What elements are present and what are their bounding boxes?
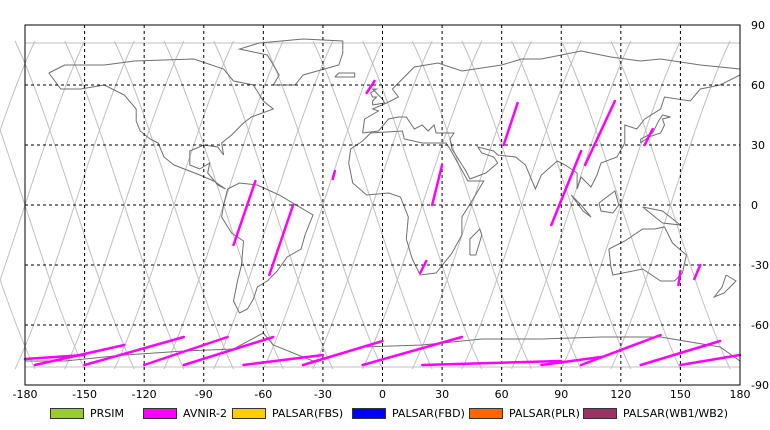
- avnir-swath: [142, 335, 229, 367]
- legend-item: PRSIM: [50, 403, 124, 423]
- legend-label: PALSAR(FBS): [272, 406, 344, 420]
- x-tick-label: 150: [670, 388, 691, 400]
- x-tick-label: 0: [379, 388, 386, 400]
- x-tick-label: 120: [610, 388, 631, 400]
- legend-item: PALSAR(FBS): [232, 403, 343, 423]
- avnir-swath: [679, 353, 742, 367]
- avnir-swath: [232, 179, 257, 247]
- avnir-swath: [583, 99, 617, 167]
- avnir-swath: [182, 335, 275, 367]
- x-tick-label: -90: [195, 388, 213, 400]
- avnir-swath: [365, 79, 376, 95]
- legend-swatch: [143, 407, 177, 419]
- coastline-sumatra: [570, 194, 592, 218]
- x-tick-label: -30: [314, 388, 332, 400]
- legend-item: AVNIR-2: [143, 403, 227, 423]
- avnir-swath: [579, 333, 662, 367]
- orbit-track: [312, 40, 433, 370]
- coastline-madagascar: [469, 228, 483, 256]
- coastline-australia: [608, 226, 687, 282]
- map-background: [0, 0, 770, 400]
- coastline-iceland: [334, 72, 356, 78]
- orbit-track: [610, 40, 731, 370]
- legend-swatch: [50, 407, 84, 419]
- avnir-swath: [677, 269, 682, 287]
- avnir-swath: [502, 101, 519, 147]
- coastline-north-america: [48, 58, 275, 190]
- x-tick-label: 30: [435, 388, 449, 400]
- y-tick-label: -90: [751, 379, 769, 392]
- orbit-track: [113, 40, 234, 370]
- y-tick-label: 0: [751, 199, 758, 212]
- y-tick-label: 60: [751, 79, 765, 92]
- avnir-swath: [33, 343, 126, 367]
- legend-label: PALSAR(FBD): [392, 406, 465, 420]
- orbit-track: [0, 40, 36, 133]
- avnir-swath: [540, 355, 603, 367]
- y-tick-label: -30: [751, 259, 769, 272]
- x-tick-label: 60: [495, 388, 509, 400]
- x-tick-label: -60: [254, 388, 272, 400]
- y-tick-label: 30: [751, 139, 765, 152]
- avnir-swath: [331, 169, 337, 181]
- y-tick-label: 90: [751, 19, 765, 32]
- tick-labels: -180 -150 -120 -90 -60 -30 0 30 60 90 120 150 180 90 6…: [13, 19, 769, 400]
- x-tick-label: -180: [13, 388, 38, 400]
- avnir-swath: [361, 335, 464, 367]
- avnir-swath: [420, 359, 563, 367]
- orbit-track: [461, 40, 582, 370]
- avnir-swath: [301, 339, 384, 367]
- legend-label: PALSAR(PLR): [509, 406, 580, 420]
- avnir-swath: [83, 335, 186, 367]
- x-tick-label: 180: [730, 388, 751, 400]
- avnir-swath: [430, 163, 444, 207]
- avnir-swath: [693, 263, 702, 281]
- coastline-greenland: [237, 38, 344, 86]
- legend-item: PALSAR(FBD): [352, 403, 465, 423]
- avnir-swath: [418, 259, 428, 275]
- legend-swatch: [583, 407, 617, 419]
- avnir-swath: [268, 203, 295, 277]
- legend-swatch: [352, 407, 386, 419]
- avnir-swath: [242, 353, 325, 367]
- x-tick-label: 90: [554, 388, 568, 400]
- legend-label: PRSIM: [90, 406, 124, 420]
- coastline-africa: [348, 130, 485, 276]
- map-chart: -180 -150 -120 -90 -60 -30 0 30 60 90 120 150 180 90 6…: [0, 0, 770, 400]
- coastline-eurasia: [362, 50, 741, 191]
- x-tick-label: -120: [132, 388, 157, 400]
- legend-label: AVNIR-2: [183, 406, 227, 420]
- avnir-swath: [643, 127, 654, 147]
- legend: PRSIM AVNIR-2 PALSAR(FBS) PALSAR(FBD) PALSAR…: [0, 403, 770, 423]
- orbit-track: [0, 277, 36, 370]
- graticule: [25, 25, 740, 385]
- coastline-new-zealand: [712, 274, 737, 299]
- coastline-borneo: [598, 190, 620, 214]
- coastline-uk: [369, 88, 386, 106]
- avnir-observations: [23, 79, 742, 367]
- legend-item: PALSAR(WB1/WB2): [583, 403, 728, 423]
- map-frame: [24, 24, 741, 386]
- legend-swatch: [469, 407, 503, 419]
- y-tick-label: -60: [751, 319, 769, 332]
- legend-swatch: [232, 407, 266, 419]
- avnir-swath: [550, 149, 583, 227]
- x-tick-label: -150: [72, 388, 97, 400]
- avnir-swath: [639, 339, 722, 367]
- legend-label: PALSAR(WB1/WB2): [623, 406, 729, 420]
- orbit-track: [64, 40, 185, 370]
- legend-item: PALSAR(PLR): [469, 403, 580, 423]
